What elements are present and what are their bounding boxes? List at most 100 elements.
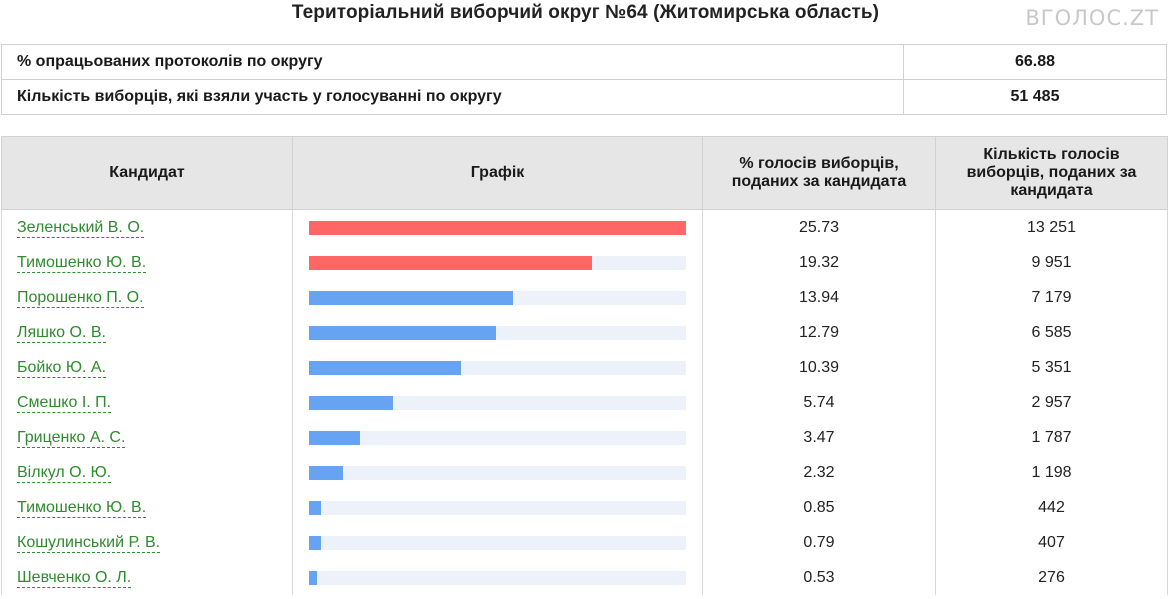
- vote-bar: [309, 360, 462, 375]
- percent-cell: 2.32: [702, 455, 936, 490]
- votes-cell: 1 198: [935, 455, 1168, 490]
- vote-bar-track: [309, 535, 686, 550]
- votes-cell: 13 251: [935, 209, 1168, 245]
- vote-bar-track: [309, 255, 686, 270]
- candidate-link[interactable]: Ляшко О. В.: [17, 323, 106, 343]
- header-chart: Графік: [292, 136, 703, 210]
- results-header-row: Кандидат Графік % голосів виборців, пода…: [1, 136, 1168, 210]
- vote-bar: [309, 290, 514, 305]
- table-row: Зеленський В. О. 25.73 13 251: [1, 209, 1168, 245]
- percent-cell: 0.53: [702, 560, 936, 595]
- district-summary-table: % опрацьованих протоколів по округу 66.8…: [1, 44, 1167, 115]
- table-row: Порошенко П. О. 13.94 7 179: [1, 280, 1168, 315]
- chart-cell: [292, 315, 703, 350]
- votes-cell: 1 787: [935, 420, 1168, 455]
- vote-bar-track: [309, 360, 686, 375]
- vote-bar: [309, 255, 593, 270]
- summary-row-protocols: % опрацьованих протоколів по округу 66.8…: [1, 44, 1167, 80]
- percent-cell: 19.32: [702, 245, 936, 280]
- chart-cell: [292, 245, 703, 280]
- table-row: Тимошенко Ю. В. 0.85 442: [1, 490, 1168, 525]
- chart-cell: [292, 490, 703, 525]
- header-percent: % голосів виборців, поданих за кандидата: [702, 136, 936, 210]
- table-row: Ляшко О. В. 12.79 6 585: [1, 315, 1168, 350]
- candidate-link[interactable]: Гриценко А. С.: [17, 428, 126, 448]
- table-row: Вілкул О. Ю. 2.32 1 198: [1, 455, 1168, 490]
- summary-value: 51 485: [903, 79, 1167, 115]
- candidate-cell: Ляшко О. В.: [1, 315, 293, 350]
- votes-cell: 442: [935, 490, 1168, 525]
- candidate-cell: Шевченко О. Л.: [1, 560, 293, 595]
- header-candidate: Кандидат: [1, 136, 293, 210]
- percent-cell: 3.47: [702, 420, 936, 455]
- percent-cell: 0.85: [702, 490, 936, 525]
- vote-bar-track: [309, 220, 686, 235]
- votes-cell: 7 179: [935, 280, 1168, 315]
- percent-cell: 13.94: [702, 280, 936, 315]
- vote-bar: [309, 465, 343, 480]
- chart-cell: [292, 525, 703, 560]
- site-logo: ВГОЛОС.ZT: [1025, 6, 1159, 30]
- vote-bar: [309, 220, 686, 235]
- summary-value: 66.88: [903, 44, 1167, 80]
- header-votes: Кількість голосів виборців, поданих за к…: [935, 136, 1168, 210]
- candidate-cell: Смешко І. П.: [1, 385, 293, 420]
- candidate-link[interactable]: Кошулинський Р. В.: [17, 533, 161, 553]
- table-row: Кошулинський Р. В. 0.79 407: [1, 525, 1168, 560]
- candidate-results-table: Кандидат Графік % голосів виборців, пода…: [1, 136, 1168, 595]
- percent-cell: 12.79: [702, 315, 936, 350]
- votes-cell: 2 957: [935, 385, 1168, 420]
- candidate-link[interactable]: Бойко Ю. А.: [17, 358, 107, 378]
- candidate-link[interactable]: Тимошенко Ю. В.: [17, 498, 147, 518]
- table-row: Тимошенко Ю. В. 19.32 9 951: [1, 245, 1168, 280]
- table-row: Гриценко А. С. 3.47 1 787: [1, 420, 1168, 455]
- vote-bar-track: [309, 500, 686, 515]
- percent-cell: 25.73: [702, 209, 936, 245]
- candidate-cell: Тимошенко Ю. В.: [1, 245, 293, 280]
- vote-bar: [309, 395, 394, 410]
- table-row: Смешко І. П. 5.74 2 957: [1, 385, 1168, 420]
- chart-cell: [292, 209, 703, 245]
- candidate-link[interactable]: Зеленський В. О.: [17, 218, 145, 238]
- candidate-cell: Зеленський В. О.: [1, 209, 293, 245]
- summary-row-turnout: Кількість виборців, які взяли участь у г…: [1, 79, 1167, 115]
- page-title: Територіальний виборчий округ №64 (Житом…: [291, 2, 880, 23]
- candidate-link[interactable]: Тимошенко Ю. В.: [17, 253, 147, 273]
- chart-cell: [292, 455, 703, 490]
- chart-cell: [292, 280, 703, 315]
- table-row: Бойко Ю. А. 10.39 5 351: [1, 350, 1168, 385]
- vote-bar-track: [309, 570, 686, 585]
- percent-cell: 10.39: [702, 350, 936, 385]
- votes-cell: 6 585: [935, 315, 1168, 350]
- votes-cell: 407: [935, 525, 1168, 560]
- candidate-link[interactable]: Смешко І. П.: [17, 393, 112, 413]
- chart-cell: [292, 420, 703, 455]
- candidate-cell: Кошулинський Р. В.: [1, 525, 293, 560]
- votes-cell: 9 951: [935, 245, 1168, 280]
- vote-bar-track: [309, 395, 686, 410]
- candidate-cell: Вілкул О. Ю.: [1, 455, 293, 490]
- candidate-link[interactable]: Вілкул О. Ю.: [17, 463, 112, 483]
- vote-bar-track: [309, 430, 686, 445]
- vote-bar: [309, 430, 360, 445]
- vote-bar: [309, 500, 322, 515]
- votes-cell: 276: [935, 560, 1168, 595]
- vote-bar-track: [309, 290, 686, 305]
- vote-bar-track: [309, 465, 686, 480]
- candidate-link[interactable]: Шевченко О. Л.: [17, 568, 132, 588]
- candidate-link[interactable]: Порошенко П. О.: [17, 288, 144, 308]
- percent-cell: 5.74: [702, 385, 936, 420]
- vote-bar: [309, 535, 321, 550]
- percent-cell: 0.79: [702, 525, 936, 560]
- candidate-cell: Порошенко П. О.: [1, 280, 293, 315]
- candidate-cell: Тимошенко Ю. В.: [1, 490, 293, 525]
- summary-label: Кількість виборців, які взяли участь у г…: [1, 79, 904, 115]
- chart-cell: [292, 350, 703, 385]
- vote-bar: [309, 570, 317, 585]
- candidate-cell: Гриценко А. С.: [1, 420, 293, 455]
- vote-bar-track: [309, 325, 686, 340]
- summary-label: % опрацьованих протоколів по округу: [1, 44, 904, 80]
- votes-cell: 5 351: [935, 350, 1168, 385]
- chart-cell: [292, 385, 703, 420]
- vote-bar: [309, 325, 497, 340]
